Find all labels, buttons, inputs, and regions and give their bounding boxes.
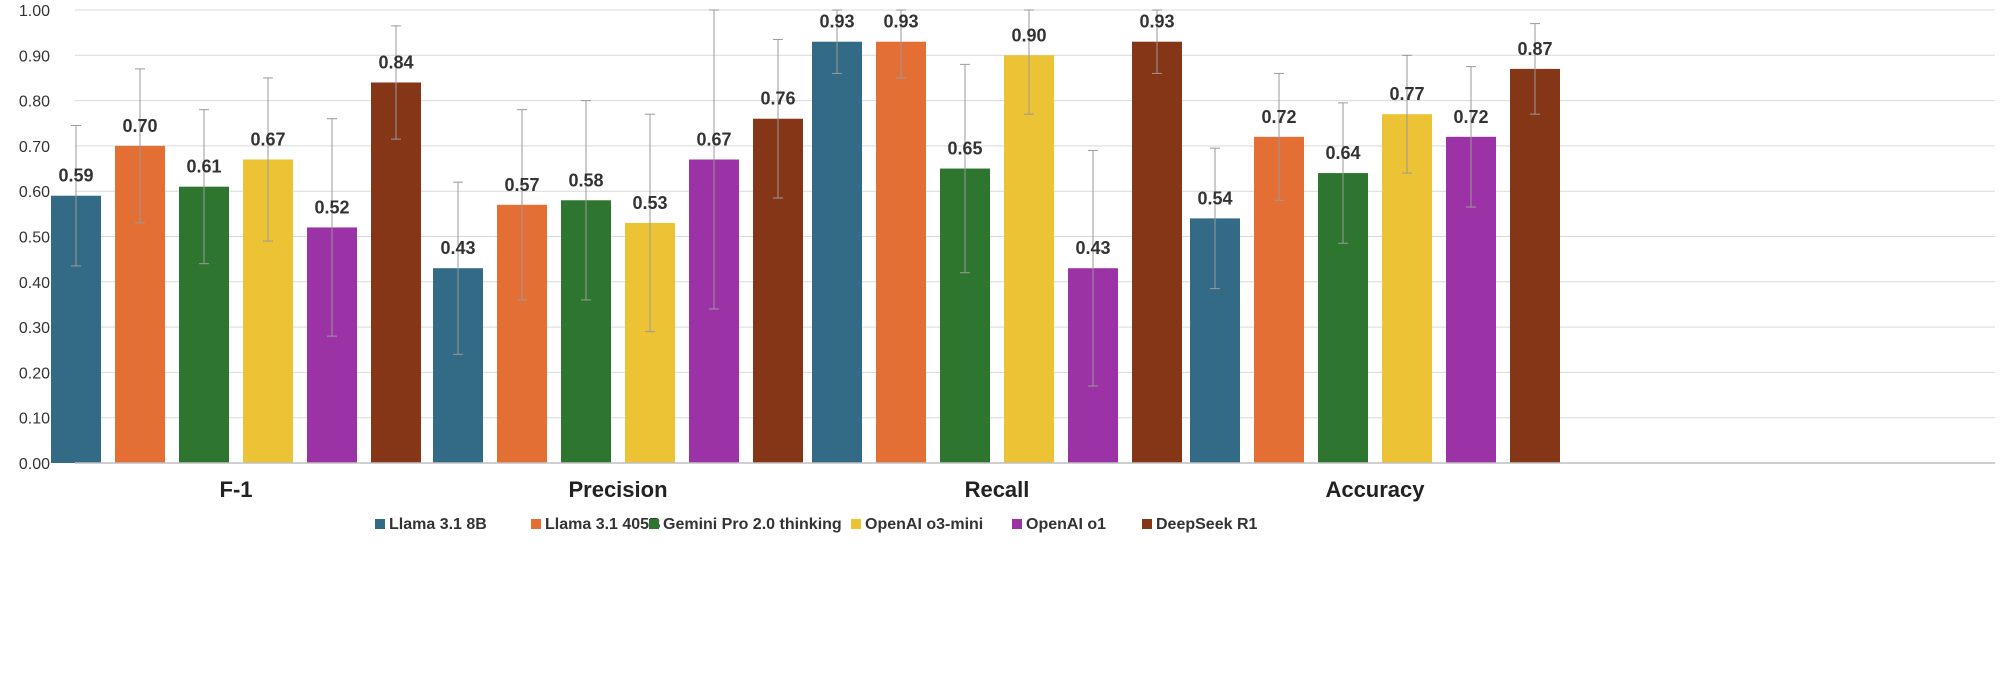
- data-label: 0.93: [883, 12, 918, 32]
- data-label: 0.93: [1139, 12, 1174, 32]
- category-label: Recall: [965, 477, 1030, 502]
- legend-label: OpenAI o3-mini: [865, 516, 983, 533]
- data-label: 0.52: [314, 197, 349, 217]
- y-tick-label: 0.70: [19, 139, 50, 156]
- bar: [1132, 41, 1182, 464]
- y-tick-label: 0.00: [19, 456, 50, 473]
- data-label: 0.77: [1389, 84, 1424, 104]
- legend-label: DeepSeek R1: [1156, 516, 1257, 533]
- bar: [876, 41, 926, 464]
- data-label: 0.43: [440, 238, 475, 258]
- data-label: 0.67: [250, 129, 285, 149]
- data-label: 0.65: [947, 139, 982, 159]
- y-tick-label: 0.80: [19, 94, 50, 111]
- y-tick-label: 0.60: [19, 184, 50, 201]
- y-tick-label: 0.30: [19, 320, 50, 337]
- legend-swatch: [375, 519, 385, 529]
- legend-swatch: [851, 519, 861, 529]
- data-label: 0.54: [1197, 188, 1232, 208]
- data-labels: 0.59 0.70 0.61 0.67 0.52 0.84 0.43 0.57 0.58 0.53…: [58, 12, 1552, 259]
- data-label: 0.72: [1261, 107, 1296, 127]
- data-label: 0.76: [760, 89, 795, 109]
- legend-label: Gemini Pro 2.0 thinking: [663, 516, 842, 533]
- category-label: Precision: [568, 477, 667, 502]
- bars: [51, 9, 1560, 464]
- data-label: 0.43: [1075, 238, 1110, 258]
- data-label: 0.70: [122, 116, 157, 136]
- bar: [1004, 55, 1054, 464]
- y-tick-label: 0.40: [19, 275, 50, 292]
- bar: [1510, 68, 1560, 463]
- legend-swatch: [649, 519, 659, 529]
- y-tick-label: 0.50: [19, 230, 50, 247]
- legend-swatch: [1142, 519, 1152, 529]
- legend-swatch: [1012, 519, 1022, 529]
- y-axis: 0.00 0.10 0.20 0.30 0.40 0.50 0.60 0.70 0.80 0.90…: [19, 3, 50, 473]
- data-label: 0.84: [378, 52, 413, 72]
- legend-label: Llama 3.1 8B: [389, 516, 487, 533]
- legend: Llama 3.1 8B Llama 3.1 405B Gemini Pro 2.0…: [375, 516, 1257, 533]
- y-tick-label: 1.00: [19, 3, 50, 20]
- category-label: Accuracy: [1325, 477, 1425, 502]
- legend-label: OpenAI o1: [1026, 516, 1106, 533]
- bar: [812, 41, 862, 464]
- y-tick-label: 0.20: [19, 365, 50, 382]
- y-tick-label: 0.90: [19, 48, 50, 65]
- data-label: 0.87: [1517, 39, 1552, 59]
- data-label: 0.90: [1011, 25, 1046, 45]
- legend-label: Llama 3.1 405B: [545, 516, 661, 533]
- data-label: 0.93: [819, 12, 854, 32]
- data-label: 0.61: [186, 157, 221, 177]
- data-label: 0.53: [632, 193, 667, 213]
- data-label: 0.67: [696, 129, 731, 149]
- y-tick-label: 0.10: [19, 411, 50, 428]
- data-label: 0.58: [568, 170, 603, 190]
- x-axis: F-1 Precision Recall Accuracy: [75, 462, 1995, 502]
- data-label: 0.59: [58, 166, 93, 186]
- data-label: 0.57: [504, 175, 539, 195]
- legend-swatch: [531, 519, 541, 529]
- bar: [371, 82, 421, 463]
- data-label: 0.72: [1453, 107, 1488, 127]
- category-label: F-1: [220, 477, 253, 502]
- data-label: 0.64: [1325, 143, 1360, 163]
